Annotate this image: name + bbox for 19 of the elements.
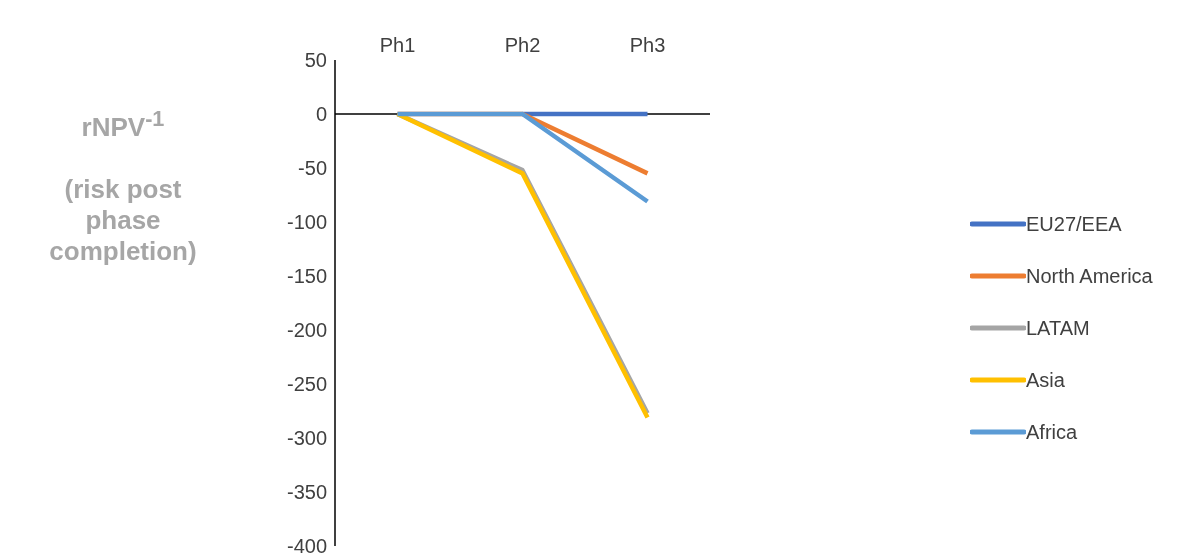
text: rNPV$^{-1}$ (risk post phase completion) [49,106,197,266]
y-tick-label: -150 [286,265,327,288]
y-tick-label: -300 [286,427,327,450]
x-tick-label: Ph1 [379,34,416,56]
legend-label: LATAM [1026,316,1090,341]
y-tick-label: -100 [286,211,327,234]
legend-label: EU27/EEA [1026,212,1122,237]
y-tick-label: -350 [286,481,327,504]
y-tick-label: -50 [298,157,327,180]
y-tick-label: 50 [304,49,327,72]
legend-label: Africa [1026,420,1078,445]
y-tick-label: -400 [286,535,327,555]
x-tick-label: Ph3 [629,34,666,56]
legend-label: Asia [1026,368,1065,393]
y-tick-label: -200 [286,319,327,342]
y-tick-label: 0 [315,103,327,126]
legend-label: North America [1026,264,1153,289]
x-tick-label: Ph2 [504,34,541,56]
y-tick-label: -250 [286,373,327,396]
